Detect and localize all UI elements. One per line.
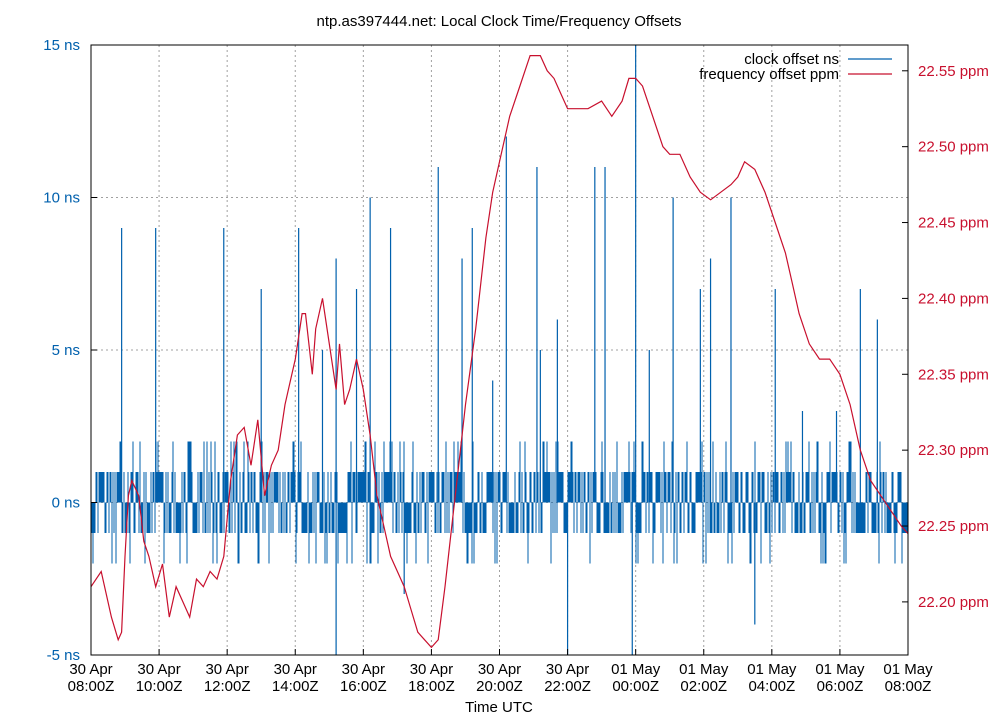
y1-tick-label: 0 ns bbox=[52, 495, 80, 512]
x-tick-label-time: 12:00Z bbox=[204, 678, 251, 695]
frequency-offset-line bbox=[90, 55, 909, 649]
y1-tick-label: 15 ns bbox=[43, 37, 80, 54]
x-tick-label-date: 01 May bbox=[815, 661, 865, 678]
legend-label-clock-offset: clock offset ns bbox=[744, 51, 839, 68]
x-tick-label-time: 10:00Z bbox=[136, 678, 183, 695]
x-tick-label-date: 30 Apr bbox=[546, 661, 589, 678]
y1-tick-label: 5 ns bbox=[52, 342, 80, 359]
y2-tick-label: 22.40 ppm bbox=[918, 290, 989, 307]
x-tick-label-time: 18:00Z bbox=[408, 678, 455, 695]
x-tick-label-time: 08:00Z bbox=[885, 678, 932, 695]
y2-tick-label: 22.30 ppm bbox=[918, 442, 989, 459]
y2-tick-label: 22.45 ppm bbox=[918, 215, 989, 232]
y2-tick-label: 22.35 ppm bbox=[918, 366, 989, 383]
x-tick-label-time: 14:00Z bbox=[272, 678, 319, 695]
y1-axis: 15 ns 10 ns 5 ns 0 ns -5 ns bbox=[43, 37, 97, 664]
y2-tick-label: 22.20 ppm bbox=[918, 594, 989, 611]
grid bbox=[91, 45, 908, 655]
x-tick-label-time: 02:00Z bbox=[680, 678, 727, 695]
x-tick-label-date: 30 Apr bbox=[69, 661, 112, 678]
y1-tick-label: 10 ns bbox=[43, 190, 80, 207]
x-tick-label-time: 20:00Z bbox=[476, 678, 523, 695]
y2-tick-label: 22.50 ppm bbox=[918, 139, 989, 156]
y2-axis: 22.55 ppm 22.50 ppm 22.45 ppm 22.40 ppm 22.3… bbox=[902, 63, 989, 611]
y2-tick-label: 22.25 ppm bbox=[918, 518, 989, 535]
x-tick-label-time: 04:00Z bbox=[748, 678, 795, 695]
x-tick-label-date: 01 May bbox=[747, 661, 797, 678]
x-tick-label-date: 30 Apr bbox=[410, 661, 453, 678]
x-tick-label-time: 06:00Z bbox=[817, 678, 864, 695]
x-tick-label-date: 01 May bbox=[611, 661, 661, 678]
x-tick-label-date: 30 Apr bbox=[342, 661, 385, 678]
x-tick-label-date: 30 Apr bbox=[205, 661, 248, 678]
x-tick-label-date: 01 May bbox=[883, 661, 933, 678]
x-tick-label-date: 30 Apr bbox=[274, 661, 317, 678]
x-axis-label: Time UTC bbox=[465, 699, 533, 716]
x-tick-label-date: 30 Apr bbox=[137, 661, 180, 678]
x-tick-label-date: 01 May bbox=[679, 661, 729, 678]
legend-label-frequency-offset: frequency offset ppm bbox=[699, 66, 839, 83]
x-tick-label-time: 00:00Z bbox=[612, 678, 659, 695]
y2-tick-label: 22.55 ppm bbox=[918, 63, 989, 80]
x-tick-label-time: 08:00Z bbox=[68, 678, 115, 695]
x-tick-label-time: 16:00Z bbox=[340, 678, 387, 695]
clock-offset-series bbox=[91, 45, 908, 655]
x-tick-label-time: 22:00Z bbox=[544, 678, 591, 695]
x-tick-label-date: 30 Apr bbox=[478, 661, 521, 678]
frequency-offset-series bbox=[90, 55, 909, 649]
chart-title: ntp.as397444.net: Local Clock Time/Frequ… bbox=[317, 13, 682, 30]
y1-tick-label: -5 ns bbox=[47, 647, 80, 664]
